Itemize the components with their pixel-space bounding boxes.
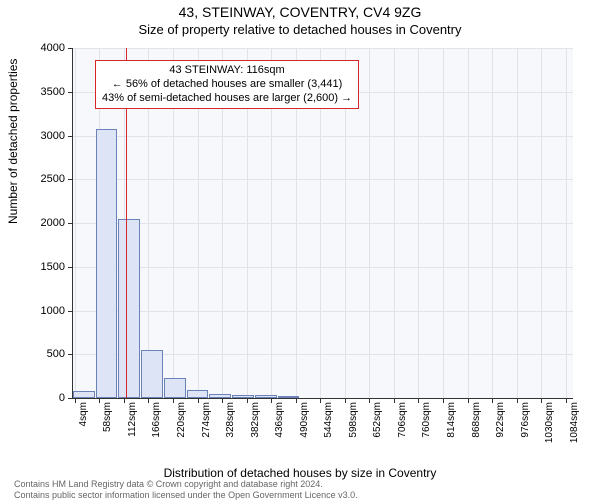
gridline-v (468, 48, 469, 398)
histogram-bar (141, 350, 163, 398)
xtick-mark (198, 398, 199, 403)
histogram-bar (96, 129, 118, 399)
histogram-bar (118, 219, 140, 398)
gridline-v (394, 48, 395, 398)
xtick-mark (345, 398, 346, 403)
ytick-mark (68, 398, 73, 399)
xtick-label: 706sqm (397, 402, 408, 452)
histogram-bar (255, 395, 277, 398)
chart-subtitle: Size of property relative to detached ho… (0, 22, 600, 37)
histogram-bar (73, 391, 95, 398)
xtick-label: 436sqm (274, 402, 285, 452)
histogram-bar (164, 378, 186, 398)
ytick-mark (68, 48, 73, 49)
gridline-v (418, 48, 419, 398)
ytick-label: 3500 (25, 86, 65, 98)
y-axis-label: Number of detached properties (6, 59, 20, 224)
xtick-label: 112sqm (127, 402, 138, 452)
xtick-mark (418, 398, 419, 403)
xtick-mark (541, 398, 542, 403)
callout-line: ← 56% of detached houses are smaller (3,… (102, 78, 352, 92)
xtick-label: 274sqm (201, 402, 212, 452)
xtick-mark (369, 398, 370, 403)
xtick-mark (271, 398, 272, 403)
xtick-mark (566, 398, 567, 403)
ytick-label: 4000 (25, 42, 65, 54)
xtick-mark (99, 398, 100, 403)
xtick-mark (517, 398, 518, 403)
xtick-label: 58sqm (102, 402, 113, 452)
gridline-v (492, 48, 493, 398)
callout-box: 43 STEINWAY: 116sqm← 56% of detached hou… (95, 60, 359, 109)
histogram-bar (209, 394, 231, 398)
ytick-label: 2500 (25, 173, 65, 185)
xtick-label: 814sqm (446, 402, 457, 452)
ytick-mark (68, 179, 73, 180)
xtick-label: 1084sqm (569, 402, 580, 452)
ytick-mark (68, 223, 73, 224)
gridline-v (566, 48, 567, 398)
ytick-mark (68, 267, 73, 268)
xtick-mark (173, 398, 174, 403)
xtick-mark (443, 398, 444, 403)
ytick-mark (68, 354, 73, 355)
footer-line-1: Contains HM Land Registry data © Crown c… (14, 479, 594, 490)
xtick-mark (320, 398, 321, 403)
histogram-bar (187, 390, 209, 398)
xtick-mark (247, 398, 248, 403)
gridline-v (541, 48, 542, 398)
ytick-mark (68, 92, 73, 93)
xtick-label: 166sqm (151, 402, 162, 452)
page-title: 43, STEINWAY, COVENTRY, CV4 9ZG (0, 4, 600, 20)
ytick-label: 0 (25, 392, 65, 404)
xtick-mark (468, 398, 469, 403)
xtick-mark (296, 398, 297, 403)
gridline-v (443, 48, 444, 398)
xtick-label: 328sqm (225, 402, 236, 452)
xtick-label: 760sqm (421, 402, 432, 452)
xtick-label: 490sqm (299, 402, 310, 452)
xtick-label: 598sqm (348, 402, 359, 452)
xtick-mark (75, 398, 76, 403)
ytick-label: 500 (25, 348, 65, 360)
xtick-label: 544sqm (323, 402, 334, 452)
xtick-mark (222, 398, 223, 403)
callout-line: 43 STEINWAY: 116sqm (102, 64, 352, 78)
ytick-mark (68, 136, 73, 137)
xtick-label: 976sqm (520, 402, 531, 452)
plot-area: 050010001500200025003000350040004sqm58sq… (72, 48, 573, 399)
footer-line-2: Contains public sector information licen… (14, 490, 594, 501)
xtick-label: 652sqm (372, 402, 383, 452)
ytick-label: 1000 (25, 305, 65, 317)
histogram-bar (278, 396, 300, 398)
xtick-mark (124, 398, 125, 403)
chart-container: 43, STEINWAY, COVENTRY, CV4 9ZG Size of … (0, 4, 600, 504)
chart-area: 050010001500200025003000350040004sqm58sq… (72, 48, 580, 438)
xtick-mark (148, 398, 149, 403)
x-axis-label: Distribution of detached houses by size … (0, 466, 600, 480)
xtick-label: 1030sqm (544, 402, 555, 452)
gridline-v (517, 48, 518, 398)
xtick-label: 4sqm (78, 402, 89, 452)
xtick-label: 220sqm (176, 402, 187, 452)
footer-attribution: Contains HM Land Registry data © Crown c… (0, 479, 600, 504)
gridline-v (75, 48, 76, 398)
ytick-mark (68, 311, 73, 312)
ytick-label: 3000 (25, 130, 65, 142)
xtick-label: 922sqm (495, 402, 506, 452)
histogram-bar (232, 395, 254, 399)
xtick-mark (394, 398, 395, 403)
xtick-label: 868sqm (471, 402, 482, 452)
ytick-label: 1500 (25, 261, 65, 273)
xtick-mark (492, 398, 493, 403)
gridline-v (369, 48, 370, 398)
ytick-label: 2000 (25, 217, 65, 229)
callout-line: 43% of semi-detached houses are larger (… (102, 92, 352, 106)
xtick-label: 382sqm (250, 402, 261, 452)
